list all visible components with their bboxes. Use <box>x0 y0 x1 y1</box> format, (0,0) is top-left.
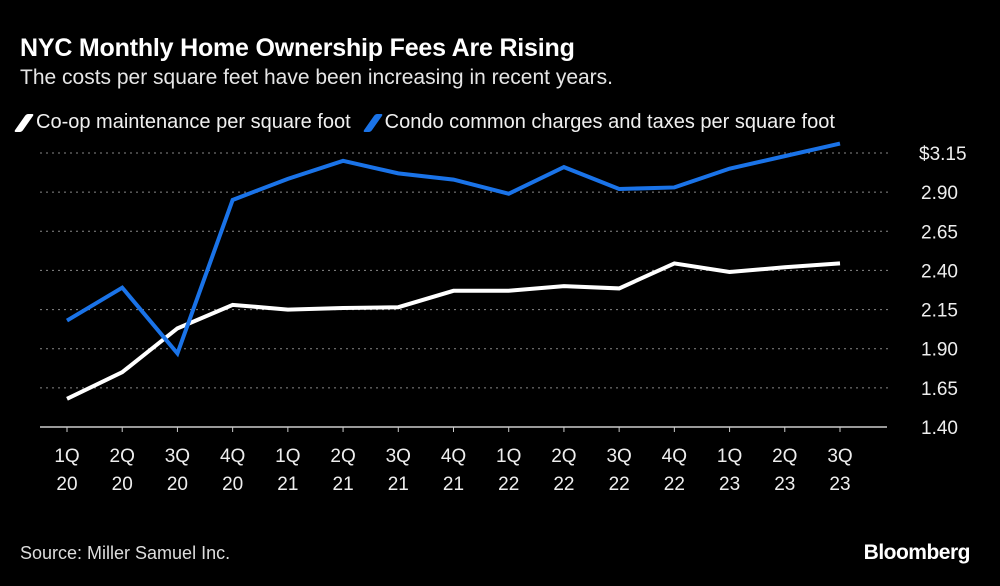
x-tick-label: 23 <box>774 474 795 495</box>
x-tick-label: 4Q <box>662 446 687 467</box>
legend: Co-op maintenance per square foot Condo … <box>13 111 835 134</box>
x-tick-label: 1Q <box>717 446 742 467</box>
x-tick-label: 21 <box>443 474 464 495</box>
x-tick-label: 1Q <box>275 446 300 467</box>
y-tick-label: 1.90 <box>921 340 958 361</box>
legend-item-condo: Condo common charges and taxes per squar… <box>362 111 835 134</box>
series-line-coop <box>66 261 841 401</box>
y-tick-label: 1.40 <box>921 418 958 439</box>
legend-label-coop: Co-op maintenance per square foot <box>36 111 351 133</box>
y-tick-label: $3.15 <box>919 144 967 165</box>
x-tick-label: 20 <box>167 474 188 495</box>
x-tick-label: 23 <box>829 474 850 495</box>
y-tick-label: 2.65 <box>921 222 958 243</box>
x-tick-label: 4Q <box>441 446 466 467</box>
x-tick-label: 22 <box>498 474 519 495</box>
chart-title: NYC Monthly Home Ownership Fees Are Risi… <box>20 34 575 62</box>
chart-subtitle: The costs per square feet have been incr… <box>20 66 614 89</box>
x-tick-label: 21 <box>333 474 354 495</box>
x-tick-label: 20 <box>56 474 77 495</box>
series-line-condo <box>65 141 841 358</box>
x-tick-label: 3Q <box>827 446 852 467</box>
x-tick-label: 1Q <box>54 446 79 467</box>
y-tick-label: 2.40 <box>921 261 958 282</box>
legend-item-coop: Co-op maintenance per square foot <box>13 111 351 134</box>
x-tick-label: 2Q <box>330 446 355 467</box>
legend-label-condo: Condo common charges and taxes per squar… <box>384 111 835 133</box>
x-tick-label: 21 <box>388 474 409 495</box>
x-tick-label: 20 <box>112 474 133 495</box>
x-tick-label: 3Q <box>165 446 190 467</box>
x-tick-label: 22 <box>609 474 630 495</box>
bloomberg-logo: Bloomberg <box>863 541 971 564</box>
x-tick-label: 3Q <box>606 446 631 467</box>
y-tick-label: 2.90 <box>921 183 958 204</box>
x-tick-label: 21 <box>277 474 298 495</box>
source-note: Source: Miller Samuel Inc. <box>20 543 231 563</box>
x-tick-label: 23 <box>719 474 740 495</box>
y-tick-label: 2.15 <box>921 301 958 322</box>
x-tick-label: 2Q <box>551 446 576 467</box>
x-tick-label: 1Q <box>496 446 521 467</box>
x-tick-label: 3Q <box>386 446 411 467</box>
x-tick-label: 22 <box>664 474 685 495</box>
y-tick-label: 1.65 <box>921 379 958 400</box>
x-tick-label: 2Q <box>110 446 135 467</box>
x-tick-label: 22 <box>553 474 574 495</box>
x-tick-label: 2Q <box>772 446 797 467</box>
x-tick-label: 20 <box>222 474 243 495</box>
x-tick-label: 4Q <box>220 446 245 467</box>
